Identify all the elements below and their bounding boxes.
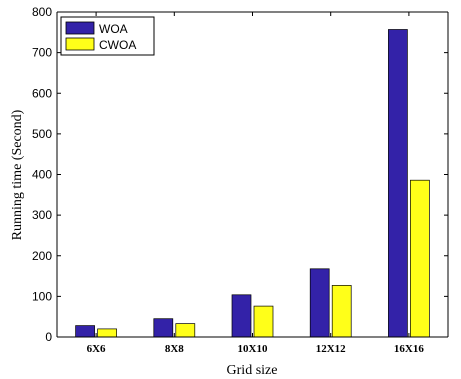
bar-woa-8x8 (153, 318, 174, 338)
x-tick-label: 8X8 (165, 343, 184, 355)
y-tick-label: 400 (32, 168, 52, 182)
legend-label-cwoa: CWOA (99, 38, 136, 52)
y-tick-label: 100 (32, 289, 52, 303)
legend: WOA CWOA (60, 16, 155, 56)
bar-cwoa-10x10 (253, 305, 274, 338)
y-axis-title: Running time (Second) (10, 109, 25, 240)
bars-group (75, 29, 430, 338)
bar-cwoa-12x12 (331, 285, 352, 338)
plot-area (57, 12, 448, 337)
bar-woa-16x16 (388, 29, 408, 338)
x-axis-title: Grid size (227, 363, 278, 378)
y-tick-label: 800 (32, 5, 52, 19)
y-tick-label: 0 (45, 330, 52, 344)
bar-woa-6x6 (75, 325, 95, 338)
y-tick-label: 700 (32, 46, 52, 60)
legend-label-woa: WOA (99, 22, 128, 36)
y-tick-label: 300 (32, 208, 52, 222)
y-ticks-group: 0 100 200 300 400 500 600 700 800 (32, 5, 448, 344)
x-tick-label: 10X10 (238, 343, 268, 355)
bar-cwoa-16x16 (410, 179, 430, 338)
legend-swatch-cwoa (65, 37, 95, 51)
x-ticks-group: 6X6 8X8 10X10 12X12 16X16 (87, 12, 424, 355)
y-tick-label: 200 (32, 249, 52, 263)
legend-swatch-woa (65, 21, 95, 35)
x-tick-label: 16X16 (394, 343, 424, 355)
bar-woa-12x12 (309, 268, 330, 338)
y-tick-label: 600 (32, 86, 52, 100)
bar-cwoa-8x8 (175, 323, 196, 338)
bar-woa-10x10 (231, 294, 252, 338)
bar-cwoa-6x6 (97, 328, 117, 338)
x-tick-label: 12X12 (316, 343, 346, 355)
x-tick-label: 6X6 (87, 343, 106, 355)
y-tick-label: 500 (32, 127, 52, 141)
